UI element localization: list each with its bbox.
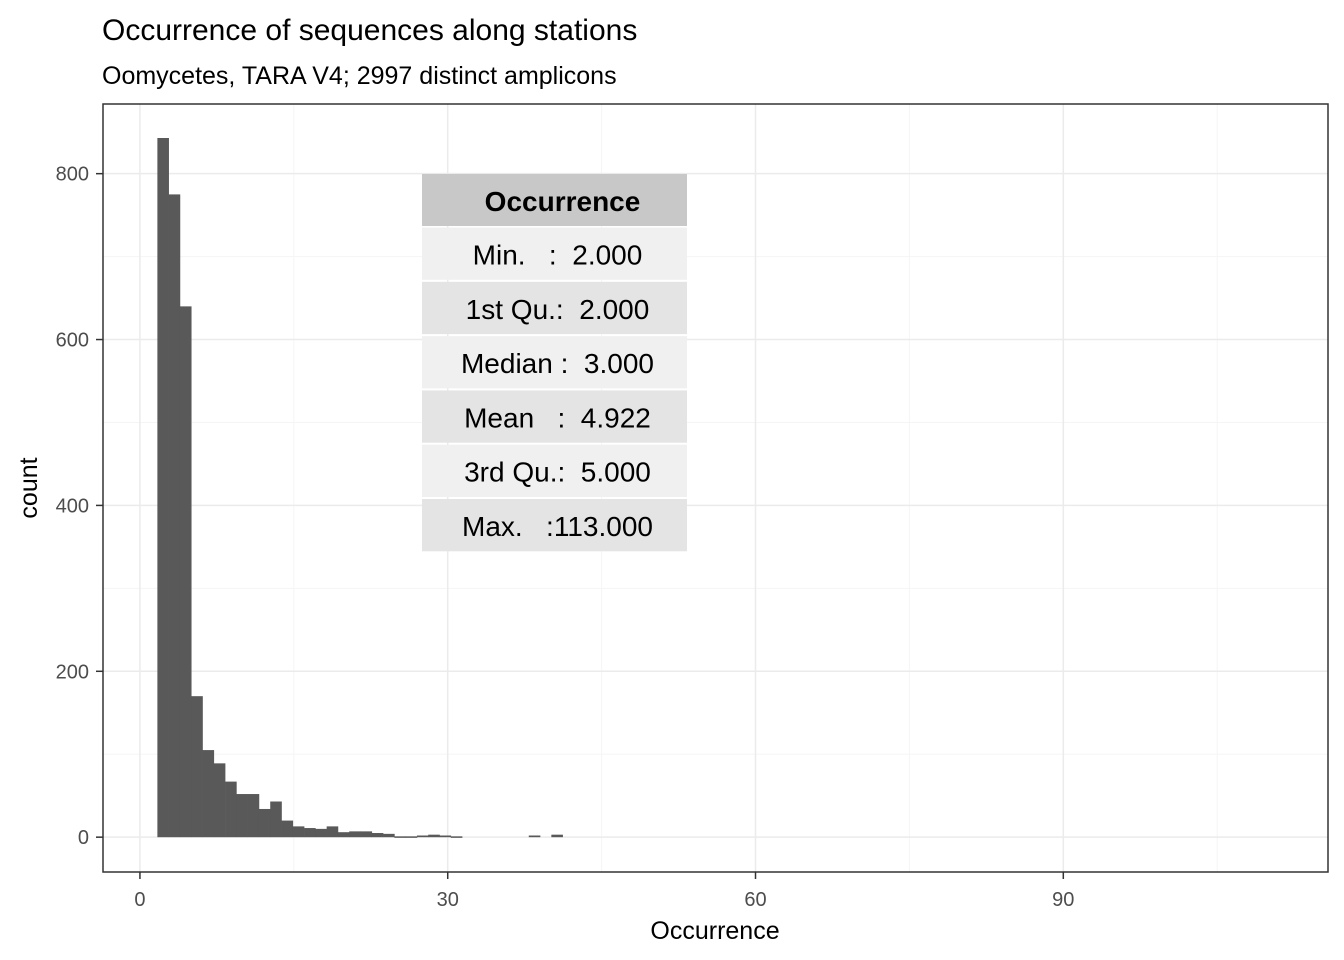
- histogram-bar: [394, 836, 406, 838]
- histogram-bar: [417, 836, 429, 838]
- major-gridlines: [103, 104, 1328, 872]
- histogram-bar: [338, 832, 350, 837]
- y-axis-title: count: [15, 457, 43, 518]
- histogram-bar: [270, 802, 282, 838]
- histogram-bar: [304, 828, 316, 837]
- histogram-bar: [383, 834, 395, 837]
- chart-title: Occurrence of sequences along stations: [102, 14, 637, 47]
- table-header-label: Occurrence: [485, 186, 641, 217]
- histogram-bar: [349, 831, 361, 837]
- histogram-bar: [180, 306, 192, 837]
- table-row-text: 3rd Qu.: 5.000: [464, 457, 651, 488]
- table-row-text: Median : 3.000: [461, 348, 654, 379]
- histogram-bar: [225, 782, 237, 838]
- histogram-bar: [236, 794, 248, 837]
- histogram-bar: [169, 194, 181, 837]
- histogram-bar: [248, 794, 260, 837]
- histogram-bar: [451, 836, 463, 838]
- histogram-bar: [315, 829, 327, 837]
- histogram-bar: [440, 836, 452, 838]
- x-tick-label: 90: [1052, 889, 1074, 911]
- histogram-bar: [191, 696, 203, 837]
- histogram-bar: [372, 833, 384, 837]
- table-row-text: 1st Qu.: 2.000: [466, 294, 650, 325]
- x-tick-label: 30: [437, 889, 459, 911]
- table-row-text: Max. :113.000: [462, 511, 653, 542]
- y-tick-label: 200: [56, 661, 89, 683]
- summary-stats-table: Occurrence Min. : 2.000 1st Qu.: 2.000 Medi…: [422, 174, 687, 551]
- x-tick-label: 0: [134, 889, 145, 911]
- histogram-bar: [529, 836, 541, 838]
- y-tick-label: 600: [56, 330, 89, 352]
- histogram-bar: [293, 826, 305, 837]
- x-tick-label: 60: [744, 889, 766, 911]
- histogram-bar: [214, 763, 226, 837]
- histogram-bar: [327, 826, 339, 837]
- table-row-text: Min. : 2.000: [473, 240, 643, 271]
- histogram-bar: [157, 138, 169, 837]
- panel-border: [103, 104, 1328, 872]
- histogram-bar: [406, 836, 418, 838]
- table-row-text: Mean : 4.922: [464, 402, 651, 433]
- y-tick-label: 0: [78, 827, 89, 849]
- histogram-bar: [203, 750, 215, 837]
- histogram-bar: [259, 809, 271, 837]
- x-axis-title: Occurrence: [650, 917, 779, 945]
- histogram-bar: [282, 821, 294, 838]
- histogram-bar: [428, 835, 440, 837]
- y-tick-label: 800: [56, 164, 89, 186]
- y-tick-label: 400: [56, 495, 89, 517]
- histogram-bar: [361, 831, 373, 837]
- x-axis: 0 30 60 90: [134, 872, 1074, 911]
- y-axis: 0 200 400 600 800: [56, 164, 103, 849]
- minor-gridlines: [103, 104, 1328, 872]
- histogram-bar: [551, 835, 563, 837]
- chart-subtitle: Oomycetes, TARA V4; 2997 distinct amplic…: [102, 62, 617, 90]
